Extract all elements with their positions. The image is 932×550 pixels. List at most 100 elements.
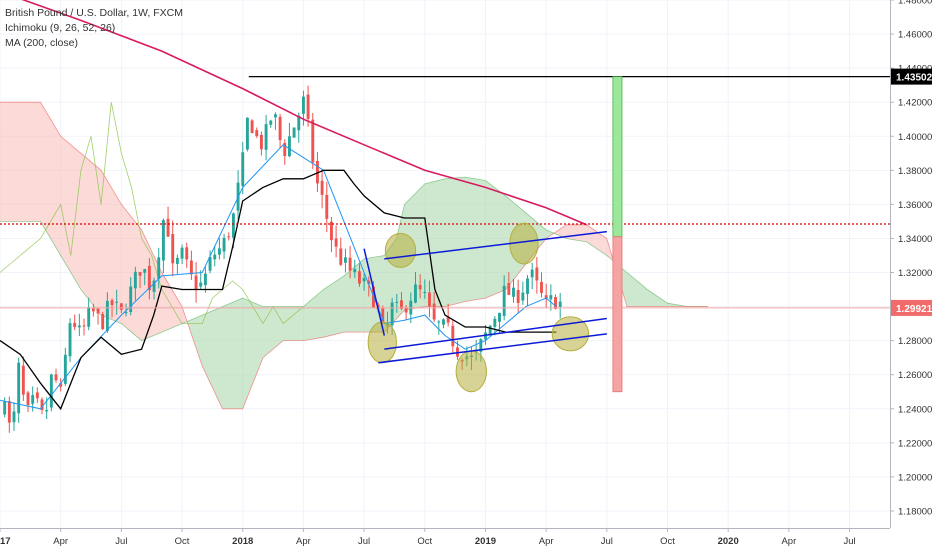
candle-body xyxy=(133,271,137,289)
chikou-line xyxy=(0,102,304,325)
channel-line xyxy=(378,333,607,364)
channel-line xyxy=(384,230,607,260)
candle-body xyxy=(362,278,366,282)
candle-body xyxy=(549,295,553,300)
candle-body xyxy=(77,325,81,328)
candle-body xyxy=(367,280,371,284)
candle-body xyxy=(152,280,156,292)
candle-body xyxy=(54,374,58,381)
price-tick-label: 1.32000 xyxy=(898,268,932,279)
candle-body xyxy=(63,354,67,384)
candle-body xyxy=(87,307,91,327)
candle-body xyxy=(59,383,63,387)
drawings[interactable] xyxy=(0,75,890,393)
cloud-bearish xyxy=(0,102,189,341)
legend-ma[interactable]: MA (200, close) xyxy=(5,37,78,49)
candle-body xyxy=(339,248,343,265)
candle-body xyxy=(507,283,511,295)
candle-body xyxy=(35,392,39,399)
candle-body xyxy=(208,256,212,271)
candle-body xyxy=(329,221,333,241)
time-tick-label: 2018 xyxy=(232,536,253,547)
candle-body xyxy=(544,295,548,300)
candle-body xyxy=(189,260,193,275)
candle-body xyxy=(40,399,44,411)
candle-body xyxy=(535,267,539,281)
candle-body xyxy=(390,302,394,326)
channel-line xyxy=(363,248,386,336)
candle-body xyxy=(7,401,11,423)
candle-body xyxy=(194,275,198,290)
time-axis-bg xyxy=(0,528,932,550)
ma200-line xyxy=(21,0,587,226)
candle-body xyxy=(264,124,268,150)
candle-body xyxy=(297,115,301,131)
candle-body xyxy=(287,136,291,157)
span-b-line xyxy=(0,101,708,410)
legend-ichimoku[interactable]: Ichimoku (9, 26, 52, 26) xyxy=(5,22,116,34)
price-tick-label: 1.42000 xyxy=(898,98,932,109)
indicator-lines xyxy=(0,0,587,411)
candle-body xyxy=(161,220,165,261)
candle-body xyxy=(273,114,277,118)
candle-body xyxy=(49,374,53,408)
candle-body xyxy=(73,322,77,328)
cloud-bearish xyxy=(554,224,615,266)
cloud-bullish xyxy=(188,177,555,409)
current-price-label: 1.29921 xyxy=(896,304,932,315)
target-box-down xyxy=(612,236,623,393)
candle-body xyxy=(175,257,179,264)
price-tick-label: 1.38000 xyxy=(898,166,932,177)
candle-body xyxy=(521,292,525,301)
candle-body xyxy=(484,332,487,340)
candle-body xyxy=(26,392,30,406)
candle-body xyxy=(381,307,385,323)
price-tick-label: 1.26000 xyxy=(898,370,932,381)
candle-body xyxy=(301,96,305,114)
channel-line xyxy=(384,317,607,350)
candle-body xyxy=(180,247,184,259)
time-tick-label: Jul xyxy=(358,536,370,547)
candle-body xyxy=(110,300,114,305)
candle-body xyxy=(231,213,235,238)
candle-body xyxy=(353,269,357,273)
price-tick-label: 1.40000 xyxy=(898,132,932,143)
candle-body xyxy=(82,325,86,327)
price-tick-label: 1.20000 xyxy=(898,472,932,483)
candle-body xyxy=(227,236,231,238)
time-tick-label: Oct xyxy=(175,536,190,547)
candle-body xyxy=(325,194,329,219)
time-tick-label: Jul xyxy=(843,536,855,547)
candle-body xyxy=(428,292,431,307)
candle-body xyxy=(91,308,95,312)
candle-body xyxy=(395,301,399,303)
candle-body xyxy=(269,120,273,125)
tenkan-line xyxy=(0,144,557,410)
candle-body xyxy=(526,278,529,294)
candle-body xyxy=(147,265,151,291)
target-box-up xyxy=(612,76,623,238)
span-a-line xyxy=(0,176,708,342)
legend-title[interactable]: British Pound / U.S. Dollar, 1W, FXCM xyxy=(5,7,183,19)
candle-body xyxy=(516,289,520,303)
candle-body xyxy=(488,325,492,336)
candle-body xyxy=(530,269,534,278)
time-tick-label: 2017 xyxy=(0,536,11,547)
time-tick-label: 2020 xyxy=(718,536,739,547)
candle-body xyxy=(343,257,347,263)
candle-body xyxy=(12,411,16,423)
candle-body xyxy=(432,303,436,320)
candle-body xyxy=(320,180,324,195)
ichimoku-cloud xyxy=(0,101,708,410)
candle-body xyxy=(278,116,282,141)
price-tick-label: 1.28000 xyxy=(898,336,932,347)
candle-body xyxy=(334,238,338,247)
candle-body xyxy=(259,134,263,150)
current-price-label-bg xyxy=(891,299,932,316)
candle-body xyxy=(414,284,417,303)
time-tick-label: Jul xyxy=(601,536,613,547)
time-tick-label: Apr xyxy=(296,536,311,547)
candle-body xyxy=(348,257,352,271)
